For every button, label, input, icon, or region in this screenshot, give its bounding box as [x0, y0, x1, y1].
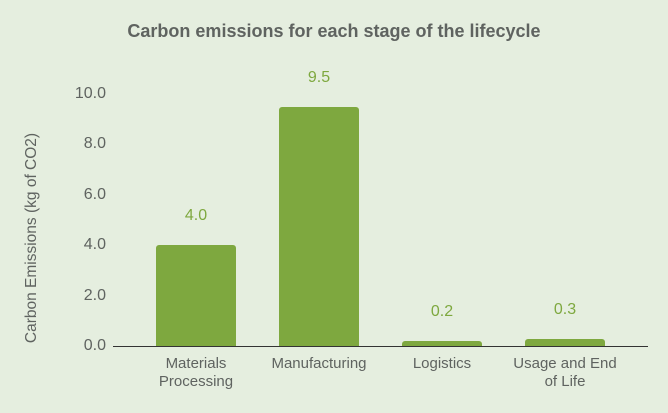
bar-materials-processing	[156, 245, 236, 346]
chart-title: Carbon emissions for each stage of the l…	[127, 21, 541, 41]
value-label: 0.3	[553, 301, 577, 318]
y-tick: 10.0	[74, 85, 106, 102]
x-tick-label: Logistics	[412, 355, 472, 372]
y-tick: 0.0	[83, 337, 106, 354]
bar-manufacturing	[279, 107, 359, 346]
x-axis-line	[113, 346, 648, 347]
y-tick: 8.0	[83, 135, 106, 153]
bar-logistics	[402, 341, 482, 346]
y-tick: 2.0	[83, 286, 106, 304]
x-tick-label: Manufacturing	[271, 355, 367, 372]
x-tick-label: Usage and End of Life	[513, 355, 617, 390]
y-tick: 4.0	[83, 236, 106, 254]
bar-usage-end-of-life	[525, 339, 605, 346]
y-tick: 6.0	[83, 185, 106, 203]
value-label: 4.0	[184, 207, 208, 224]
value-label: 9.5	[307, 69, 331, 86]
value-label: 0.2	[430, 303, 454, 320]
x-tick-label: Materials Processing	[158, 355, 234, 390]
y-axis-label: Carbon Emissions (kg of CO2)	[23, 132, 40, 344]
